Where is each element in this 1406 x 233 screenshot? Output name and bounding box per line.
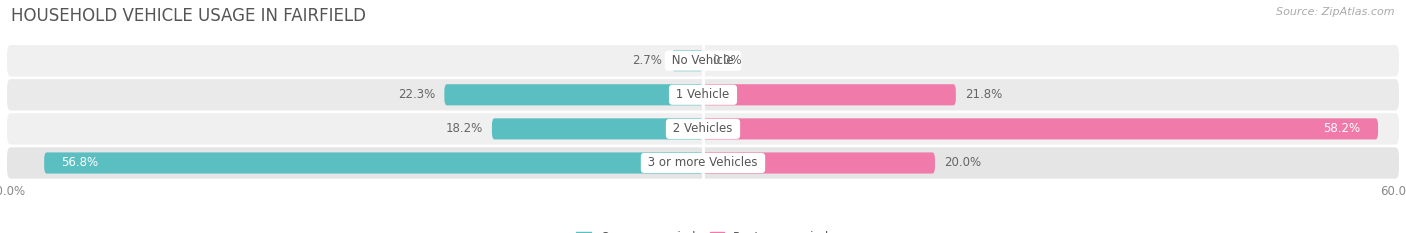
Text: HOUSEHOLD VEHICLE USAGE IN FAIRFIELD: HOUSEHOLD VEHICLE USAGE IN FAIRFIELD	[11, 7, 366, 25]
Text: 0.0%: 0.0%	[713, 54, 742, 67]
FancyBboxPatch shape	[44, 152, 703, 174]
FancyBboxPatch shape	[7, 79, 1399, 110]
Text: 20.0%: 20.0%	[945, 157, 981, 169]
Text: 2.7%: 2.7%	[633, 54, 662, 67]
Text: 21.8%: 21.8%	[965, 88, 1002, 101]
FancyBboxPatch shape	[703, 84, 956, 105]
FancyBboxPatch shape	[444, 84, 703, 105]
FancyBboxPatch shape	[703, 118, 1378, 140]
Text: 58.2%: 58.2%	[1323, 122, 1361, 135]
FancyBboxPatch shape	[672, 50, 703, 71]
Text: 56.8%: 56.8%	[62, 157, 98, 169]
Text: No Vehicle: No Vehicle	[668, 54, 738, 67]
FancyBboxPatch shape	[703, 152, 935, 174]
Legend: Owner-occupied, Renter-occupied: Owner-occupied, Renter-occupied	[572, 226, 834, 233]
Text: Source: ZipAtlas.com: Source: ZipAtlas.com	[1277, 7, 1395, 17]
Text: 18.2%: 18.2%	[446, 122, 482, 135]
FancyBboxPatch shape	[7, 113, 1399, 144]
FancyBboxPatch shape	[492, 118, 703, 140]
Text: 1 Vehicle: 1 Vehicle	[672, 88, 734, 101]
Text: 22.3%: 22.3%	[398, 88, 434, 101]
Text: 2 Vehicles: 2 Vehicles	[669, 122, 737, 135]
FancyBboxPatch shape	[7, 147, 1399, 179]
Text: 3 or more Vehicles: 3 or more Vehicles	[644, 157, 762, 169]
FancyBboxPatch shape	[7, 45, 1399, 76]
